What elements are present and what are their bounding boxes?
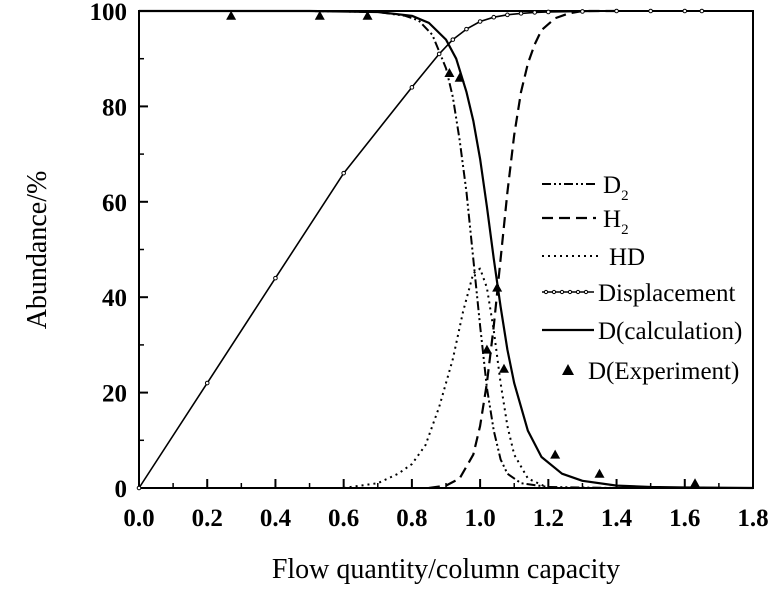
- data-point-d-experiment: [492, 282, 503, 292]
- data-point-displacement: [450, 37, 456, 42]
- x-tick-label: 1.2: [533, 505, 564, 532]
- x-tick-label: 1.0: [464, 505, 495, 532]
- legend-label: Displacement: [598, 280, 736, 307]
- x-tick-label: 0.4: [260, 505, 292, 532]
- data-point-displacement: [464, 26, 469, 32]
- data-point-displacement: [505, 12, 510, 18]
- y-tick-label: 0: [115, 476, 128, 503]
- x-axis-title: Flow quantity/column capacity: [272, 554, 620, 585]
- data-point-d-experiment: [362, 10, 373, 20]
- data-point-displacement: [409, 85, 415, 90]
- legend-label: D(Experiment): [588, 358, 739, 385]
- data-point-d-experiment: [454, 72, 465, 82]
- x-tick-label: 1.8: [737, 505, 768, 532]
- series-line-h2: [428, 9, 617, 490]
- plot-frame: [138, 10, 754, 489]
- data-point-displacement: [580, 9, 585, 14]
- data-point-displacement: [136, 485, 142, 491]
- legend-marker: [543, 289, 549, 295]
- data-point-d-experiment: [594, 468, 605, 478]
- y-tick-label: 40: [102, 285, 127, 312]
- x-tick-label: 0.8: [396, 505, 427, 532]
- legend-label: D2: [603, 172, 629, 204]
- data-point-displacement: [477, 19, 483, 24]
- data-point-d-experiment: [481, 344, 492, 354]
- axis-ticks: 0.0 0.2 0.4 0.6 0.8 1.0 1.2 1.4 1.6 1.8 0 20 40 60 80 1…: [90, 0, 769, 532]
- legend-marker: [559, 289, 565, 295]
- data-point-displacement: [699, 8, 705, 14]
- y-tick-label: 60: [102, 190, 127, 217]
- x-tick-label: 1.6: [669, 505, 700, 532]
- data-point-displacement: [518, 11, 524, 16]
- series-line-hd: [343, 267, 549, 489]
- x-tick-label: 0.2: [192, 505, 223, 532]
- x-tick-label: 0.0: [123, 505, 154, 532]
- legend-marker: [575, 289, 581, 295]
- data-point-displacement: [273, 275, 278, 281]
- data-point-displacement: [341, 170, 346, 176]
- y-tick-label: 80: [102, 94, 127, 121]
- data-point-d-experiment: [226, 10, 237, 20]
- legend-label: HD: [609, 244, 645, 271]
- x-tick-label: 1.4: [601, 505, 633, 532]
- y-tick-label: 20: [102, 381, 127, 408]
- data-point-displacement: [682, 8, 688, 14]
- legend-marker: [567, 289, 573, 295]
- data-point-displacement: [532, 10, 537, 15]
- data-point-d-experiment: [550, 449, 561, 459]
- legend-marker: [562, 364, 574, 375]
- legend-label: H2: [603, 206, 629, 238]
- data-point-d-experiment: [444, 68, 455, 78]
- series-line-d2: [139, 10, 617, 489]
- legend-marker: [583, 289, 589, 295]
- data-point-d-experiment: [498, 363, 509, 373]
- data-point-displacement: [436, 51, 442, 57]
- data-point-displacement: [491, 14, 497, 20]
- y-axis-title: Abundance/%: [22, 171, 53, 330]
- x-tick-label: 0.6: [328, 505, 359, 532]
- data-point-displacement: [204, 380, 210, 386]
- data-point-d-experiment: [690, 478, 701, 488]
- data-point-displacement: [546, 9, 551, 15]
- data-point-displacement: [648, 8, 653, 14]
- legend-label: D(calculation): [598, 318, 742, 345]
- series-layer: [136, 8, 754, 491]
- y-tick-label: 100: [90, 0, 128, 26]
- data-point-d-experiment: [314, 10, 325, 20]
- data-point-displacement: [614, 8, 619, 14]
- legend-marker: [551, 289, 557, 295]
- series-line-d-calculation: [139, 9, 754, 490]
